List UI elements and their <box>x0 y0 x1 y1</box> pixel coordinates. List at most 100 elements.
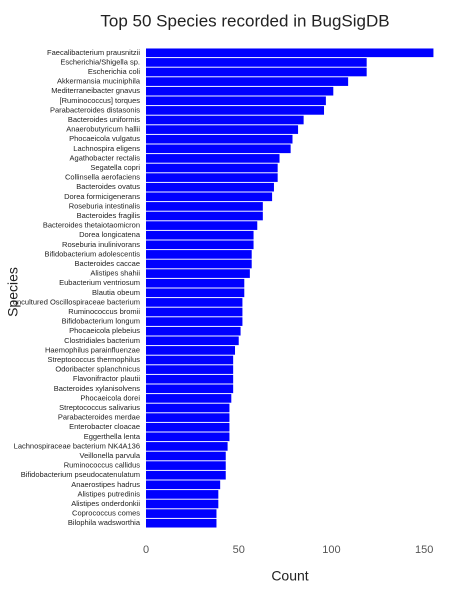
y-tick-label: Collinsella aerofaciens <box>65 173 140 182</box>
bar <box>146 77 349 86</box>
bar <box>146 413 230 422</box>
y-tick-label: Dorea formicigenerans <box>64 192 140 201</box>
y-tick-label: Mediterraneibacter gnavus <box>51 86 140 95</box>
y-tick-label: Streptococcus thermophilus <box>47 355 140 364</box>
bar <box>146 509 217 518</box>
y-tick-label: Parabacteroides merdae <box>58 413 140 422</box>
y-tick-label: Ruminococcus bromii <box>68 307 140 316</box>
y-tick-label: Akkermansia muciniphila <box>57 77 141 86</box>
bar <box>146 192 273 202</box>
bar <box>146 374 234 384</box>
y-tick-label: Bacteroides ovatus <box>76 182 140 191</box>
x-axis-label: Count <box>271 568 308 584</box>
bar <box>146 173 278 182</box>
y-tick-label: Haemophilus parainfluenzae <box>45 345 140 354</box>
bar <box>146 58 367 67</box>
y-tick-label: Lachnospiraceae bacterium NK4A136 <box>14 441 140 450</box>
y-tick-label: Clostridiales bacterium <box>64 336 140 345</box>
y-tick-label: Flavonifractor plautii <box>73 374 140 383</box>
y-tick-label: uncultured Oscillospiraceae bacterium <box>13 297 140 306</box>
bar <box>146 259 252 269</box>
bar <box>146 144 291 154</box>
bar <box>146 470 226 480</box>
bar <box>146 384 234 394</box>
y-tick-label: Blautia obeum <box>92 288 140 297</box>
bar <box>146 211 263 221</box>
chart-title: Top 50 Species recorded in BugSigDB <box>100 11 389 30</box>
bar <box>146 432 230 442</box>
y-tick-label: Escherichia coli <box>88 67 140 76</box>
bar <box>146 221 258 230</box>
y-tick-label: Phocaeicola vulgatus <box>69 134 140 143</box>
bar <box>146 326 241 336</box>
y-tick-label: Eggerthella lenta <box>84 432 141 441</box>
y-tick-label: Bacteroides xylanisolvens <box>54 384 141 393</box>
y-tick-label: Roseburia inulinivorans <box>62 240 140 249</box>
y-tick-label: Enterobacter cloacae <box>69 422 140 431</box>
y-tick-label: Segatella copri <box>90 163 140 172</box>
bar <box>146 461 226 470</box>
x-tick-label: 150 <box>415 544 433 556</box>
y-tick-label: [Ruminococcus] torques <box>60 96 141 105</box>
y-tick-label: Streptococcus salivarius <box>59 403 140 412</box>
bar <box>146 182 274 192</box>
y-tick-label: Bifidobacterium pseudocatenulatum <box>21 470 140 479</box>
bar <box>146 346 236 355</box>
y-tick-label: Escherichia/Shigella sp. <box>60 57 140 66</box>
bar <box>146 518 217 528</box>
y-tick-label: Roseburia intestinalis <box>69 201 141 210</box>
y-tick-label: Lachnospira eligens <box>73 144 140 153</box>
bar <box>146 480 221 490</box>
bar <box>146 240 254 250</box>
bar <box>146 202 263 211</box>
y-tick-label: Coprococcus comes <box>72 509 140 518</box>
bar <box>146 67 367 77</box>
bar <box>146 317 243 326</box>
bar <box>146 288 245 298</box>
y-axis-label: Species <box>5 267 21 317</box>
y-tick-label: Eubacterium ventriosum <box>59 278 140 287</box>
y-tick-label: Alistipes putredinis <box>77 489 140 498</box>
bar <box>146 125 299 134</box>
y-tick-label: Alistipes shahii <box>90 269 140 278</box>
y-tick-label: Bacteroides caccae <box>75 259 140 268</box>
bar <box>146 163 278 173</box>
x-tick-label: 50 <box>233 544 245 556</box>
bar <box>146 355 234 365</box>
bar <box>146 134 293 144</box>
bar <box>146 442 228 451</box>
y-tick-label: Odoribacter splanchnicus <box>55 365 140 374</box>
bar <box>146 86 334 96</box>
bar <box>146 48 434 58</box>
bar <box>146 451 226 461</box>
bar <box>146 298 243 307</box>
bar <box>146 499 219 509</box>
y-tick-label: Parabacteroides distasonis <box>50 105 140 114</box>
bar <box>146 269 250 278</box>
y-tick-label: Anaerobutyricum hallii <box>66 125 140 134</box>
y-tick-label: Ruminococcus callidus <box>64 461 141 470</box>
bar <box>146 106 325 115</box>
y-tick-label: Faecalibacterium prausnitzii <box>47 48 140 57</box>
y-tick-label: Agathobacter rectalis <box>70 153 141 162</box>
x-tick-label: 0 <box>143 544 149 556</box>
y-tick-label: Phocaeicola dorei <box>80 393 140 402</box>
y-tick-label: Phocaeicola plebeius <box>69 326 140 335</box>
y-tick-label: Anaerostipes hadrus <box>71 480 140 489</box>
y-tick-label: Dorea longicatena <box>79 230 141 239</box>
bar <box>146 230 254 240</box>
bar <box>146 278 245 288</box>
y-tick-label: Alistipes onderdonkii <box>71 499 140 508</box>
bar <box>146 394 232 403</box>
bar <box>146 403 230 413</box>
x-tick-label: 100 <box>322 544 340 556</box>
bar <box>146 96 326 106</box>
y-tick-label: Bacteroides uniformis <box>68 115 140 124</box>
bar <box>146 336 239 346</box>
y-tick-label: Bifidobacterium longum <box>62 317 140 326</box>
y-tick-label: Bifidobacterium adolescentis <box>45 249 141 258</box>
bar <box>146 115 304 125</box>
bar <box>146 490 219 499</box>
bar <box>146 422 230 432</box>
